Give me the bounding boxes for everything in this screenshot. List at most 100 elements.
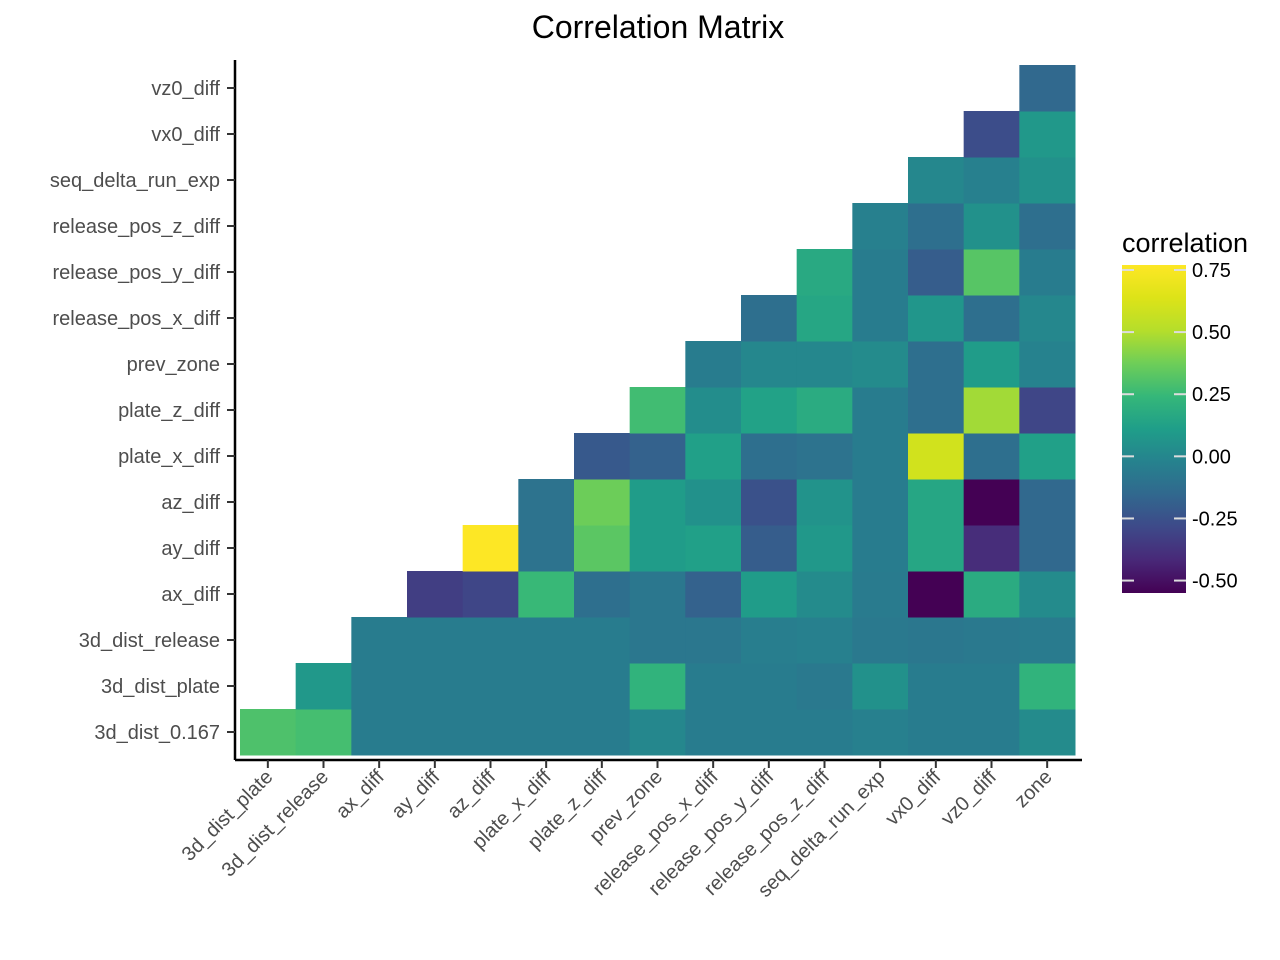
heatmap-cell-ay-diff-prev-zone: [629, 525, 686, 572]
heatmap-cell-ay-diff-plate-z-diff: [574, 525, 631, 572]
x-tick-label-vx0-diff: vx0_diff: [881, 766, 945, 830]
heatmap-cell-release-pos-z-diff-zone: [1019, 203, 1076, 250]
heatmap-cell-prev-zone-release-pos-y-diff: [741, 341, 798, 388]
x-tick-label-vz0-diff: vz0_diff: [937, 766, 1001, 830]
heatmap-cell-az-diff-prev-zone: [629, 479, 686, 526]
heatmap-cell-ax-diff-prev-zone: [629, 571, 686, 618]
heatmap-cell-3d-dist-0-167-prev-zone: [629, 709, 686, 756]
heatmap-cell-plate-z-diff-vx0-diff: [908, 387, 965, 434]
heatmap-cell-release-pos-x-diff-vz0-diff: [963, 295, 1020, 342]
x-tick-label-ay-diff: ay_diff: [387, 766, 444, 823]
heatmap-cell-3d-dist-release-release-pos-z-diff: [796, 617, 853, 664]
heatmap-cell-3d-dist-0-167-seq-delta-run-exp: [852, 709, 909, 756]
heatmap-cell-ax-diff-vx0-diff: [908, 571, 965, 618]
y-tick-label-plate-x-diff: plate_x_diff: [118, 446, 220, 468]
heatmap-cell-3d-dist-release-release-pos-y-diff: [741, 617, 798, 664]
heatmap-cell-3d-dist-plate-zone: [1019, 663, 1076, 710]
y-tick-label-vz0-diff: vz0_diff: [151, 78, 220, 100]
heatmap-cell-3d-dist-release-prev-zone: [629, 617, 686, 664]
heatmap-cell-3d-dist-release-zone: [1019, 617, 1076, 664]
heatmap-cell-plate-z-diff-seq-delta-run-exp: [852, 387, 909, 434]
heatmap-cell-release-pos-x-diff-release-pos-z-diff: [796, 295, 853, 342]
heatmap-cell-3d-dist-plate-plate-z-diff: [574, 663, 631, 710]
heatmap-cell-3d-dist-plate-ay-diff: [407, 663, 464, 710]
heatmap-cell-ax-diff-seq-delta-run-exp: [852, 571, 909, 618]
heatmap-cell-3d-dist-plate-3d-dist-release: [295, 663, 352, 710]
x-axis-ticks: 3d_dist_plate3d_dist_releaseax_diffay_di…: [178, 760, 1057, 902]
heatmap-cell-prev-zone-vz0-diff: [963, 341, 1020, 388]
heatmap-cell-3d-dist-0-167-zone: [1019, 709, 1076, 756]
heatmap-cell-3d-dist-0-167-release-pos-x-diff: [685, 709, 742, 756]
y-tick-label-vx0-diff: vx0_diff: [151, 124, 220, 146]
heatmap-cell-3d-dist-plate-prev-zone: [629, 663, 686, 710]
heatmap-cell-prev-zone-release-pos-x-diff: [685, 341, 742, 388]
heatmap-cell-plate-x-diff-vz0-diff: [963, 433, 1020, 480]
heatmap-cell-3d-dist-release-vz0-diff: [963, 617, 1020, 664]
heatmap-cell-3d-dist-plate-ax-diff: [351, 663, 408, 710]
heatmap-cell-seq-delta-run-exp-vz0-diff: [963, 157, 1020, 204]
y-tick-label-release-pos-x-diff: release_pos_x_diff: [52, 308, 220, 330]
heatmap-cell-3d-dist-0-167-plate-x-diff: [518, 709, 575, 756]
heatmap-cell-3d-dist-0-167-az-diff: [462, 709, 519, 756]
heatmap-cell-plate-x-diff-vx0-diff: [908, 433, 965, 480]
heatmap-cell-plate-x-diff-seq-delta-run-exp: [852, 433, 909, 480]
y-tick-label-release-pos-y-diff: release_pos_y_diff: [52, 262, 220, 284]
y-axis-ticks: 3d_dist_0.167 3d_dist_plate 3d_dist_releas…: [50, 78, 235, 744]
heatmap-cell-ay-diff-zone: [1019, 525, 1076, 572]
heatmap-cell-ay-diff-release-pos-z-diff: [796, 525, 853, 572]
heatmap-cell-ay-diff-seq-delta-run-exp: [852, 525, 909, 572]
heatmap-cell-release-pos-x-diff-release-pos-y-diff: [741, 295, 798, 342]
heatmap-cell-ay-diff-plate-x-diff: [518, 525, 575, 572]
heatmap-cell-3d-dist-release-release-pos-x-diff: [685, 617, 742, 664]
heatmap-cell-vx0-diff-zone: [1019, 111, 1076, 158]
y-tick-label-plate-z-diff: plate_z_diff: [118, 400, 220, 422]
heatmap-cell-3d-dist-0-167-ay-diff: [407, 709, 464, 756]
heatmap-cell-ax-diff-release-pos-y-diff: [741, 571, 798, 618]
heatmap-cell-release-pos-y-diff-vz0-diff: [963, 249, 1020, 296]
heatmap-cell-ay-diff-release-pos-y-diff: [741, 525, 798, 572]
y-tick-label-release-pos-z-diff: release_pos_z_diff: [52, 216, 220, 238]
heatmap-cell-az-diff-seq-delta-run-exp: [852, 479, 909, 526]
heatmap-cell-plate-x-diff-release-pos-z-diff: [796, 433, 853, 480]
heatmap-cell-plate-x-diff-release-pos-y-diff: [741, 433, 798, 480]
heatmap-cell-3d-dist-release-ay-diff: [407, 617, 464, 664]
legend-ticks: 0.75 0.50 0.25 0.00 -0.25 -0.50: [1122, 260, 1238, 593]
heatmap-cell-ay-diff-release-pos-x-diff: [685, 525, 742, 572]
heatmap-cell-3d-dist-release-vx0-diff: [908, 617, 965, 664]
heatmap-cell-vz0-diff-zone: [1019, 65, 1076, 112]
heatmap-cell-prev-zone-release-pos-z-diff: [796, 341, 853, 388]
heatmap-cell-ax-diff-ay-diff: [407, 571, 464, 618]
heatmap-cell-prev-zone-seq-delta-run-exp: [852, 341, 909, 388]
heatmap-cell-3d-dist-plate-az-diff: [462, 663, 519, 710]
heatmap-cell-3d-dist-release-az-diff: [462, 617, 519, 664]
heatmap-cell-vx0-diff-vz0-diff: [963, 111, 1020, 158]
heatmap-cell-plate-x-diff-release-pos-x-diff: [685, 433, 742, 480]
heatmap-cell-ax-diff-plate-x-diff: [518, 571, 575, 618]
heatmap-cell-ay-diff-az-diff: [462, 525, 519, 572]
heatmap-cell-plate-x-diff-zone: [1019, 433, 1076, 480]
heatmap-cell-plate-z-diff-release-pos-z-diff: [796, 387, 853, 434]
heatmap-cell-3d-dist-0-167-3d-dist-release: [295, 709, 352, 756]
heatmap-cell-ax-diff-zone: [1019, 571, 1076, 618]
heatmap-cell-3d-dist-plate-release-pos-x-diff: [685, 663, 742, 710]
heatmap-cell-az-diff-vz0-diff: [963, 479, 1020, 526]
heatmap-cell-ax-diff-release-pos-x-diff: [685, 571, 742, 618]
y-tick-label-seq-delta-run-exp: seq_delta_run_exp: [50, 170, 220, 192]
heatmap-cell-az-diff-release-pos-z-diff: [796, 479, 853, 526]
heatmap-cell-plate-z-diff-release-pos-x-diff: [685, 387, 742, 434]
heatmap-cell-ax-diff-vz0-diff: [963, 571, 1020, 618]
heatmap-cell-prev-zone-zone: [1019, 341, 1076, 388]
legend-tick-label: 0.00: [1192, 446, 1231, 468]
heatmap-cell-3d-dist-plate-vx0-diff: [908, 663, 965, 710]
heatmap-cell-release-pos-x-diff-seq-delta-run-exp: [852, 295, 909, 342]
heatmap-cell-az-diff-plate-x-diff: [518, 479, 575, 526]
heatmap-cell-release-pos-x-diff-vx0-diff: [908, 295, 965, 342]
y-tick-label-az-diff: az_diff: [161, 492, 220, 514]
heatmap-cell-az-diff-plate-z-diff: [574, 479, 631, 526]
heatmap-cell-release-pos-z-diff-vz0-diff: [963, 203, 1020, 250]
heatmap-cell-plate-z-diff-vz0-diff: [963, 387, 1020, 434]
heatmap-cell-plate-z-diff-release-pos-y-diff: [741, 387, 798, 434]
heatmap-cell-plate-x-diff-prev-zone: [629, 433, 686, 480]
heatmap-cell-3d-dist-plate-vz0-diff: [963, 663, 1020, 710]
y-tick-label-3d-dist-release: 3d_dist_release: [79, 630, 220, 652]
